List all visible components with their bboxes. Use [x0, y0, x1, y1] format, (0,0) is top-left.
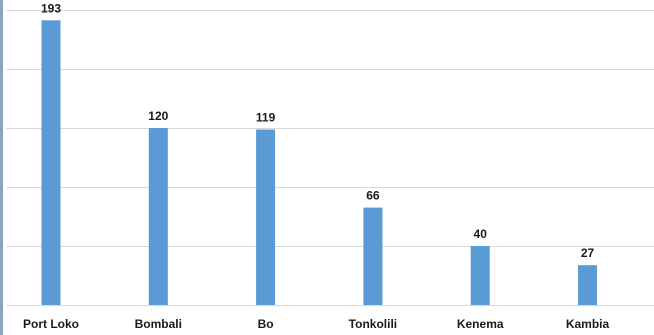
category-label: Tonkolili — [349, 317, 397, 331]
data-label: 193 — [41, 1, 61, 15]
bar — [41, 20, 61, 306]
bar — [363, 207, 383, 305]
category-labels: Port Loko Bombali Bo Tonkolili Kenema Kambia — [23, 317, 609, 331]
value-labels: 193 120 119 66 40 27 — [41, 1, 595, 260]
data-label: 27 — [581, 246, 595, 260]
category-label: Kenema — [457, 317, 504, 331]
bar — [578, 265, 597, 305]
data-label: 120 — [148, 109, 168, 123]
data-label: 119 — [256, 111, 276, 125]
bar-chart: 193 120 119 66 40 27 Port Loko Bombali Bo Tonkol… — [6, 1, 654, 331]
bar — [256, 129, 276, 305]
bar — [470, 246, 490, 305]
category-label: Bombali — [135, 317, 182, 331]
category-label: Bo — [258, 317, 274, 331]
bars — [41, 20, 597, 306]
gridlines — [6, 10, 654, 306]
category-label: Kambia — [566, 317, 610, 331]
category-label: Port Loko — [23, 317, 79, 331]
data-label: 66 — [366, 189, 380, 203]
data-label: 40 — [474, 227, 488, 241]
bar — [148, 128, 168, 305]
